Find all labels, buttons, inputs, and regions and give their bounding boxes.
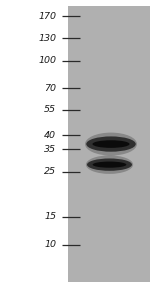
Text: 70: 70 xyxy=(44,84,56,93)
Text: 130: 130 xyxy=(38,34,56,43)
Bar xyxy=(68,6,150,282)
Text: 25: 25 xyxy=(44,168,56,176)
Ellipse shape xyxy=(93,162,126,168)
Ellipse shape xyxy=(92,140,130,148)
Ellipse shape xyxy=(86,136,136,152)
Text: 100: 100 xyxy=(38,56,56,65)
Ellipse shape xyxy=(86,155,133,174)
Text: 15: 15 xyxy=(44,212,56,221)
Text: 170: 170 xyxy=(38,12,56,21)
Text: 40: 40 xyxy=(44,131,56,140)
Ellipse shape xyxy=(85,133,137,156)
Text: 55: 55 xyxy=(44,105,56,114)
Text: 10: 10 xyxy=(44,240,56,249)
Ellipse shape xyxy=(87,158,132,171)
Text: 35: 35 xyxy=(44,145,56,154)
